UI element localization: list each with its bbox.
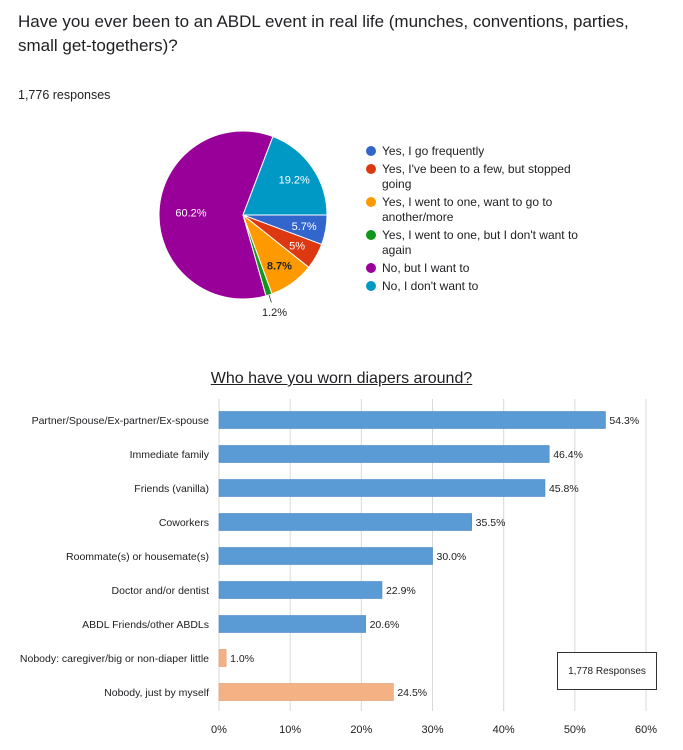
data-label: 24.5% — [397, 687, 427, 699]
data-label: 30.0% — [437, 551, 467, 563]
bar — [218, 479, 546, 497]
legend-label: Yes, I've been to a few, but stopped goi… — [382, 162, 571, 191]
legend-swatch-icon — [366, 146, 376, 156]
pie-legend: Yes, I go frequently Yes, I've been to a … — [366, 144, 581, 297]
x-tick-label: 60% — [635, 724, 657, 735]
legend-swatch-icon — [366, 164, 376, 174]
responses-note: 1,778 Responses — [557, 652, 657, 690]
bar-chart: 0% 10% 20% 30% 40% 50% 60% Partner/Spouse/Ex-pa… — [20, 399, 657, 735]
category-label: Coworkers — [159, 517, 209, 529]
x-tick-label: 10% — [279, 724, 301, 735]
category-label: Friends (vanilla) — [134, 483, 209, 495]
pie-slice-label: 5.7% — [292, 221, 317, 233]
bar — [218, 615, 366, 633]
data-label: 22.9% — [386, 585, 416, 597]
pie-leader-line — [268, 294, 272, 303]
category-label: Immediate family — [130, 449, 210, 461]
legend-item[interactable]: Yes, I've been to a few, but stopped goi… — [366, 162, 581, 192]
legend-item[interactable]: Yes, I went to one, want to go to anothe… — [366, 195, 581, 225]
legend-label: No, but I want to — [382, 261, 470, 275]
legend-item[interactable]: Yes, I went to one, but I don't want to … — [366, 228, 581, 258]
data-label: 20.6% — [370, 619, 400, 631]
category-label: Doctor and/or dentist — [112, 585, 210, 597]
category-label: Nobody: caregiver/big or non-diaper litt… — [20, 653, 209, 665]
category-label: Nobody, just by myself — [104, 687, 209, 699]
pie-slice-label: 60.2% — [175, 208, 206, 220]
legend-label: Yes, I went to one, but I don't want to … — [382, 228, 578, 257]
x-tick-label: 20% — [350, 724, 372, 735]
legend-item[interactable]: No, I don't want to — [366, 279, 581, 294]
pie-slice-label: 5% — [289, 241, 305, 253]
legend-item[interactable]: No, but I want to — [366, 261, 581, 276]
bar — [218, 445, 550, 463]
bar — [218, 547, 433, 565]
x-tick-label: 0% — [211, 724, 227, 735]
question-title: Have you ever been to an ABDL event in r… — [18, 12, 629, 55]
legend-label: No, I don't want to — [382, 279, 479, 293]
bar — [218, 649, 227, 667]
bar — [218, 513, 472, 531]
category-label: Partner/Spouse/Ex-partner/Ex-spouse — [32, 415, 210, 427]
data-label: 46.4% — [553, 449, 583, 461]
legend-swatch-icon — [366, 281, 376, 291]
legend-label: Yes, I go frequently — [382, 144, 485, 158]
legend-item[interactable]: Yes, I go frequently — [366, 144, 581, 159]
bar — [218, 411, 606, 429]
data-label: 35.5% — [476, 517, 506, 529]
data-label: 45.8% — [549, 483, 579, 495]
x-tick-label: 50% — [564, 724, 586, 735]
data-label: 1.0% — [230, 653, 254, 665]
pie-slice — [242, 135, 328, 216]
x-tick-label: 30% — [421, 724, 443, 735]
bar-chart-title: Who have you worn diapers around? — [210, 370, 473, 387]
category-label: Roommate(s) or housemate(s) — [66, 551, 209, 563]
legend-swatch-icon — [366, 263, 376, 273]
data-label: 54.3% — [609, 415, 639, 427]
legend-label: Yes, I went to one, want to go to anothe… — [382, 195, 553, 224]
pie-chart: 5.7% 5% 8.7% 1.2% 60.2% 19.2% — [158, 130, 328, 319]
pie-slice-label: 8.7% — [267, 260, 292, 272]
response-count: 1,776 responses — [18, 88, 111, 102]
x-tick-label: 40% — [493, 724, 515, 735]
bar — [218, 683, 394, 701]
pie-slice-label: 19.2% — [279, 175, 310, 187]
bar — [218, 581, 383, 599]
legend-swatch-icon — [366, 197, 376, 207]
pie-slice-label: 1.2% — [262, 307, 287, 319]
pie-slice — [158, 130, 274, 300]
category-label: ABDL Friends/other ABDLs — [82, 619, 209, 631]
legend-swatch-icon — [366, 230, 376, 240]
